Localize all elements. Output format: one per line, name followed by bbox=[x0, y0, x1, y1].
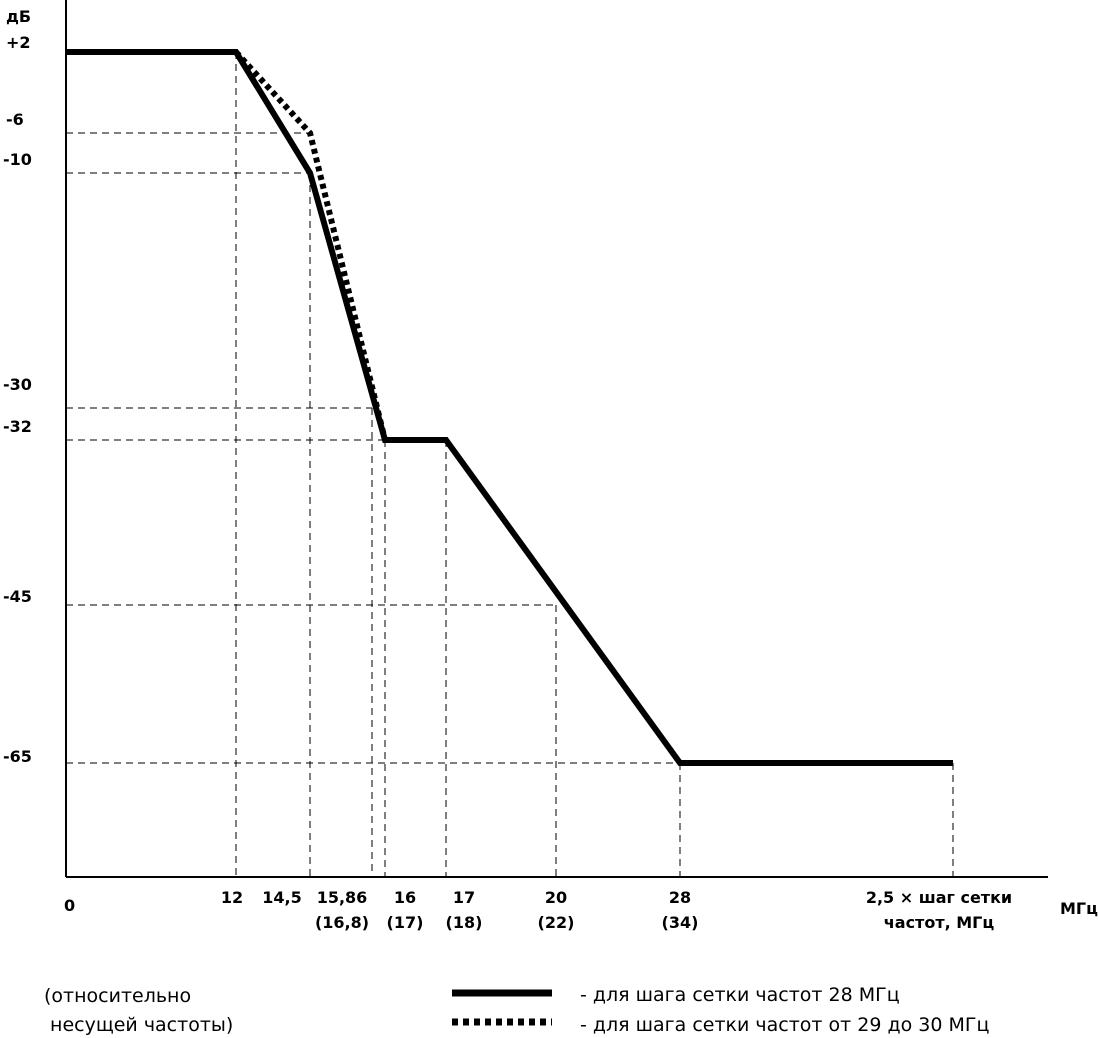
legend-solid-label: - для шага сетки частот 28 МГц bbox=[580, 984, 900, 1006]
x-tick-labels: 0 12 14,5 15,86 (16,8) 16 (17) 17 (18) 20 (22) 28 (3… bbox=[64, 888, 1012, 932]
x-tick-alt-label: (34) bbox=[662, 913, 699, 932]
y-axis-label: дБ bbox=[6, 7, 31, 26]
y-reference-note-line2: несущей частоты) bbox=[44, 1014, 233, 1036]
axes bbox=[65, 0, 1048, 878]
series-layer bbox=[66, 49, 953, 766]
legend: - для шага сетки частот 28 МГц - для шаг… bbox=[452, 984, 989, 1036]
x-tick-label: 15,86 bbox=[317, 888, 368, 907]
x-tick-alt-label: (16,8) bbox=[315, 913, 369, 932]
y-tick-label: -32 bbox=[3, 417, 32, 436]
legend-dotted-label: - для шага сетки частот от 29 до 30 МГц bbox=[580, 1014, 989, 1036]
x-tick-alt-label: (17) bbox=[387, 913, 424, 932]
x-tick-alt-label: (22) bbox=[538, 913, 575, 932]
x-tick-label: 14,5 bbox=[262, 888, 301, 907]
guide-lines bbox=[66, 52, 954, 877]
x-axis-label: МГц bbox=[1060, 899, 1098, 918]
x-tick-label: 20 bbox=[545, 888, 567, 907]
y-tick-label: -6 bbox=[6, 110, 24, 129]
y-tick-label: -65 bbox=[3, 747, 32, 766]
x-tick-label: 17 bbox=[453, 888, 475, 907]
x-tick-label: 16 bbox=[394, 888, 416, 907]
y-tick-labels: +2 -6 -10 -30 -32 -45 -65 bbox=[3, 33, 32, 766]
x-tick-label: 12 bbox=[221, 888, 243, 907]
y-tick-label: -45 bbox=[3, 587, 32, 606]
series-line-dotted bbox=[233, 49, 388, 441]
y-tick-label: +2 bbox=[6, 33, 31, 52]
x-tick-label: 0 bbox=[64, 896, 75, 915]
y-tick-label: -10 bbox=[3, 150, 32, 169]
x-tick-label: 28 bbox=[669, 888, 691, 907]
y-tick-label: -30 bbox=[3, 375, 32, 394]
x-tick-alt-label: (18) bbox=[446, 913, 483, 932]
y-reference-note-line1: (относительно bbox=[44, 985, 191, 1007]
x-tick-alt-label: частот, МГц bbox=[884, 913, 995, 932]
x-tick-label: 2,5 × шаг сетки bbox=[866, 888, 1012, 907]
